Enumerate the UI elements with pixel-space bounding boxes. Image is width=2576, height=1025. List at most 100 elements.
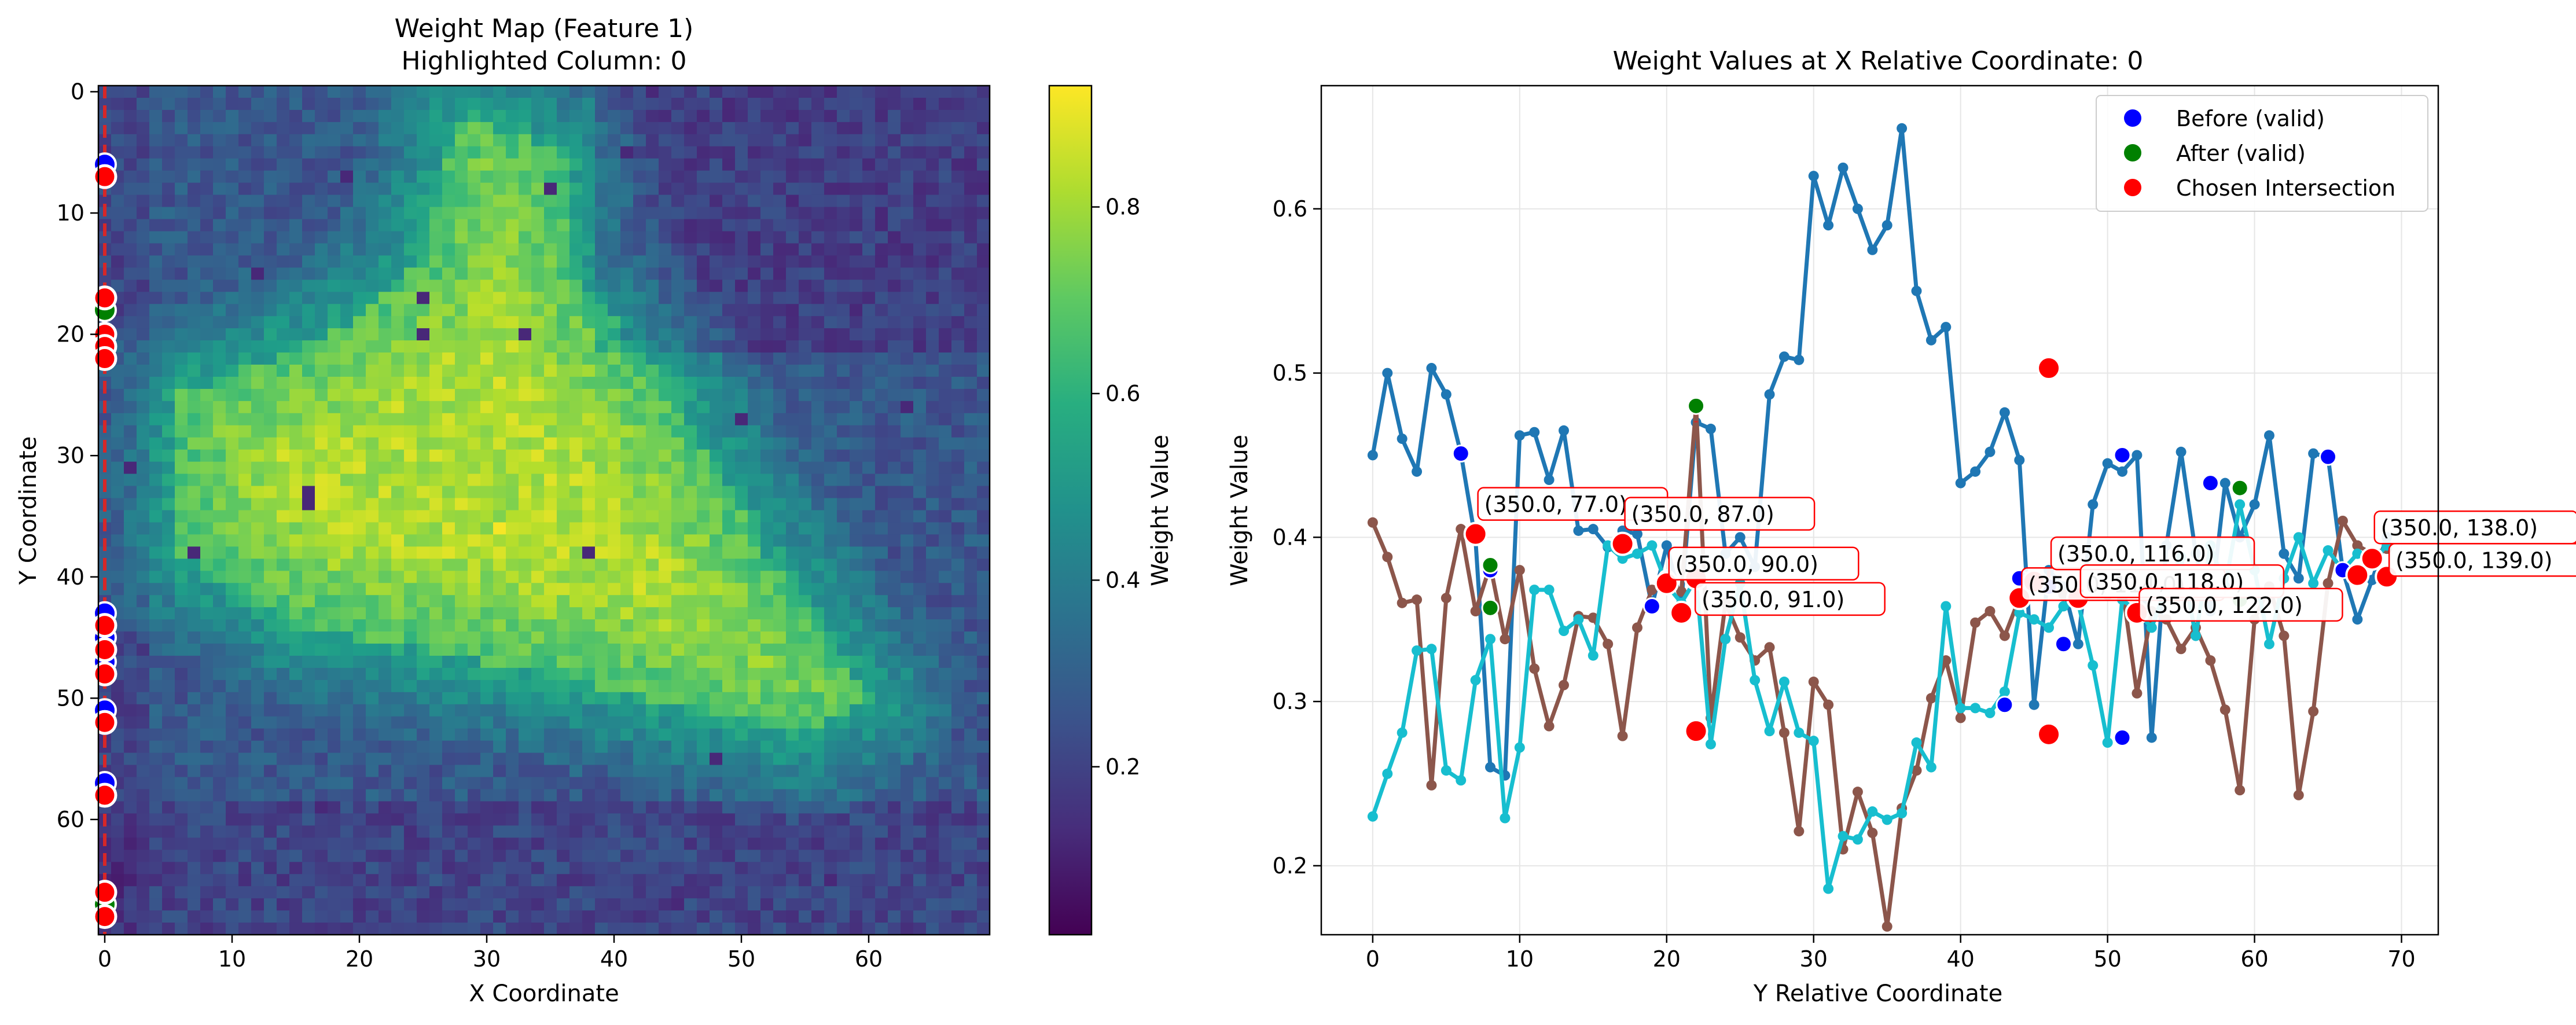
heatmap-cell <box>519 619 532 632</box>
colorbar: 0.20.40.60.8 Weight Value <box>1048 85 1174 936</box>
heatmap-cell <box>888 874 901 887</box>
heatmap-cell <box>111 207 124 220</box>
heatmap-cell <box>238 207 252 220</box>
heatmap-cell <box>811 134 825 147</box>
heatmap-cell <box>149 413 163 426</box>
heatmap-cell <box>722 631 736 644</box>
heatmap-cell <box>799 740 812 754</box>
heatmap-cell <box>226 716 239 729</box>
heatmap-cell <box>480 304 494 317</box>
heatmap-cell <box>862 97 876 111</box>
heatmap-cell <box>684 510 697 523</box>
heatmap-cell <box>901 910 914 923</box>
heatmap-cell <box>442 595 455 608</box>
heatmap-cell <box>608 546 621 559</box>
heatmap-cell <box>379 740 392 754</box>
heatmap-cell <box>926 109 939 123</box>
heatmap-cell <box>659 86 672 98</box>
heatmap-cell <box>200 292 214 304</box>
heatmap-cell <box>200 534 214 547</box>
heatmap-cell <box>710 170 723 183</box>
heatmap-cell <box>391 862 405 875</box>
heatmap-cell <box>429 813 443 826</box>
heatmap-cell <box>353 655 366 668</box>
heatmap-cell <box>188 825 201 838</box>
heatmap-cell <box>837 280 850 292</box>
heatmap-cell <box>264 109 277 123</box>
heatmap-cell <box>824 461 837 475</box>
heatmap-cell <box>926 886 939 899</box>
heatmap-cell <box>188 498 201 511</box>
heatmap-cell <box>748 862 761 875</box>
heatmap-cell <box>328 716 341 729</box>
heatmap-cell <box>468 122 481 135</box>
heatmap-cell <box>901 510 914 523</box>
heatmap-cell <box>964 194 978 208</box>
heatmap-cell <box>786 825 799 838</box>
heatmap-cell <box>251 304 264 317</box>
heatmap-cell <box>684 910 697 923</box>
heatmap-cell <box>137 413 150 426</box>
heatmap-cell <box>557 219 570 232</box>
heatmap-cell <box>366 109 379 123</box>
heatmap-cell <box>875 801 888 814</box>
heatmap-cell <box>901 461 914 475</box>
heatmap-cell <box>888 886 901 899</box>
heatmap-cell <box>328 134 341 147</box>
heatmap-cell <box>620 679 634 693</box>
heatmap-cell <box>633 777 646 790</box>
heatmap-cell <box>429 388 443 402</box>
heatmap-cell <box>901 122 914 135</box>
heatmap-cell <box>913 716 927 729</box>
heatmap-cell <box>493 644 506 656</box>
heatmap-cell <box>977 340 990 353</box>
heatmap-cell <box>862 583 876 596</box>
heatmap-cell <box>442 644 455 656</box>
heatmap-cell <box>238 255 252 268</box>
heatmap-cell <box>888 910 901 923</box>
heatmap-cell <box>493 158 506 171</box>
heatmap-cell <box>582 437 596 450</box>
heatmap-cell <box>939 231 952 244</box>
heatmap-cell <box>200 255 214 268</box>
heatmap-cell <box>162 146 175 159</box>
heatmap-cell <box>519 134 532 147</box>
heatmap-cell <box>302 728 315 741</box>
heatmap-cell <box>760 304 774 317</box>
heatmap-cell <box>697 280 710 292</box>
heatmap-cell <box>531 704 545 717</box>
heatmap-cell <box>429 667 443 681</box>
heatmap-cell <box>519 86 532 98</box>
heatmap-cell <box>251 679 264 693</box>
heatmap-cell <box>137 801 150 814</box>
heatmap-cell <box>760 340 774 353</box>
heatmap-cell <box>901 716 914 729</box>
heatmap-cell <box>366 437 379 450</box>
heatmap-cell <box>684 170 697 183</box>
heatmap-cell <box>837 207 850 220</box>
heatmap-cell <box>811 437 825 450</box>
heatmap-cell <box>455 619 468 632</box>
heatmap-cell <box>328 571 341 583</box>
heatmap-cell <box>608 923 621 935</box>
heatmap-cell <box>455 559 468 571</box>
heatmap-cell <box>620 182 634 196</box>
heatmap-cell <box>901 850 914 862</box>
heatmap-cell <box>659 97 672 111</box>
heatmap-cell <box>939 255 952 268</box>
heatmap-cell <box>124 898 137 911</box>
heatmap-cell <box>531 801 545 814</box>
heatmap-cell <box>379 655 392 668</box>
heatmap-cell <box>824 207 837 220</box>
heatmap-cell <box>977 352 990 365</box>
heatmap-cell <box>569 765 583 778</box>
heatmap-cell <box>633 401 646 414</box>
heatmap-cell <box>251 316 264 329</box>
heatmap-cell <box>124 449 137 462</box>
heatmap-cell <box>111 134 124 147</box>
heatmap-cell <box>799 122 812 135</box>
heatmap-cell <box>595 292 608 304</box>
heatmap-cell <box>302 740 315 754</box>
heatmap-cell <box>404 473 417 487</box>
heatmap-cell <box>748 486 761 499</box>
